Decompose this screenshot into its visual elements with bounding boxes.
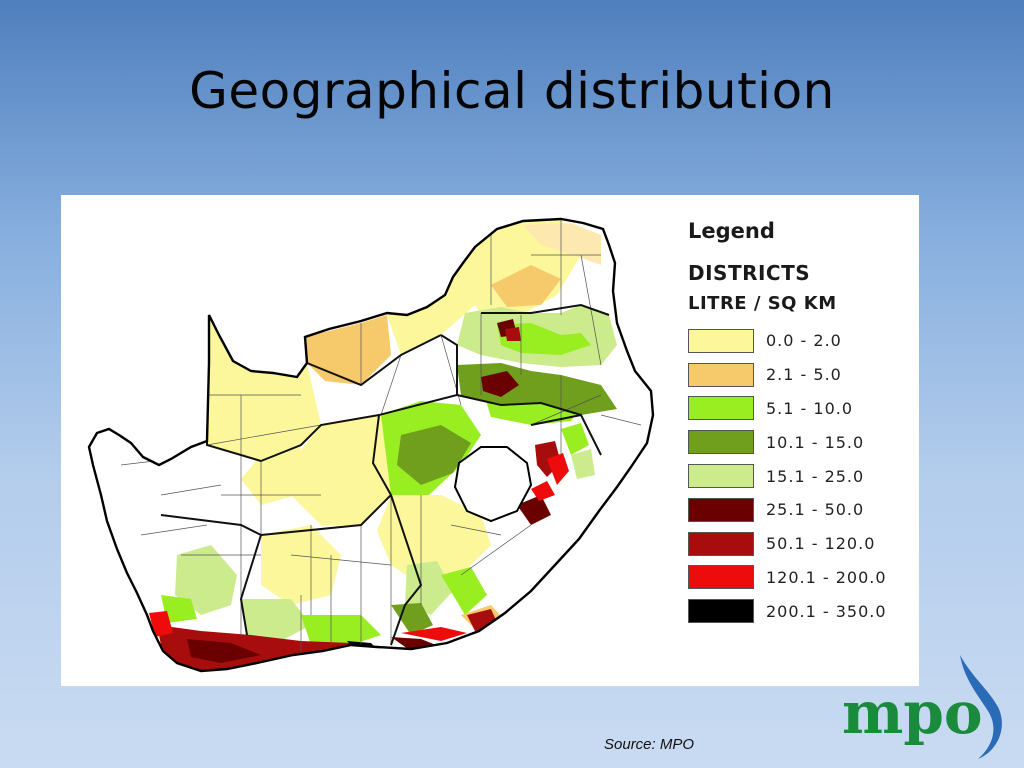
legend-subtitle-units: LITRE / SQ KM — [688, 293, 837, 314]
legend-range-label: 200.1 - 350.0 — [766, 601, 887, 621]
legend-range-label: 2.1 - 5.0 — [766, 365, 842, 385]
water-drop-swoosh-icon — [960, 655, 1002, 759]
legend-range-label: 25.1 - 50.0 — [766, 500, 865, 520]
legend-entry: 0.0 - 2.0 — [688, 324, 913, 358]
legend-swatch — [688, 328, 754, 353]
legend-entry: 2.1 - 5.0 — [688, 358, 913, 392]
legend-swatch — [688, 396, 754, 421]
legend-swatch — [688, 565, 754, 590]
province-boundaries — [160, 303, 610, 646]
source-note: Source: MPO — [604, 736, 695, 753]
legend-entry: 25.1 - 50.0 — [688, 493, 913, 527]
legend-entries: 0.0 - 2.0 2.1 - 5.0 5.1 - 10.0 10.1 - 15.0 1… — [688, 324, 913, 628]
legend-swatch — [688, 362, 754, 387]
legend-entry: 15.1 - 25.0 — [688, 459, 913, 493]
legend-range-label: 10.1 - 15.0 — [766, 432, 865, 452]
legend-range-label: 0.0 - 2.0 — [766, 331, 842, 351]
map-figure: Legend DISTRICTS LITRE / SQ KM 0.0 - 2.0… — [61, 195, 919, 686]
legend-range-label: 120.1 - 200.0 — [766, 567, 887, 587]
legend-title: Legend — [688, 219, 775, 243]
legend-range-label: 5.1 - 10.0 — [766, 398, 854, 418]
legend-entry: 120.1 - 200.0 — [688, 561, 913, 595]
legend-swatch — [688, 464, 754, 489]
legend-entry: 10.1 - 15.0 — [688, 425, 913, 459]
legend-entry: 200.1 - 350.0 — [688, 594, 913, 628]
country-outline — [87, 217, 655, 673]
legend-range-label: 15.1 - 25.0 — [766, 466, 865, 486]
legend-range-label: 50.1 - 120.0 — [766, 534, 876, 554]
legend-entry: 50.1 - 120.0 — [688, 527, 913, 561]
logo-text: mpo — [842, 679, 983, 747]
legend-entry: 5.1 - 10.0 — [688, 392, 913, 426]
district-map — [87, 217, 655, 673]
legend-swatch — [688, 599, 754, 624]
district-boundaries — [120, 219, 642, 655]
lesotho-outline — [453, 446, 533, 523]
map-legend: Legend DISTRICTS LITRE / SQ KM 0.0 - 2.0… — [688, 219, 913, 628]
legend-swatch — [688, 430, 754, 455]
mpo-logo: mpo — [842, 655, 1002, 759]
slide-title: Geographical distribution — [189, 62, 835, 120]
legend-swatch — [688, 497, 754, 522]
legend-subtitle-districts: DISTRICTS — [688, 261, 811, 285]
legend-swatch — [688, 531, 754, 556]
district-fills — [89, 219, 653, 671]
